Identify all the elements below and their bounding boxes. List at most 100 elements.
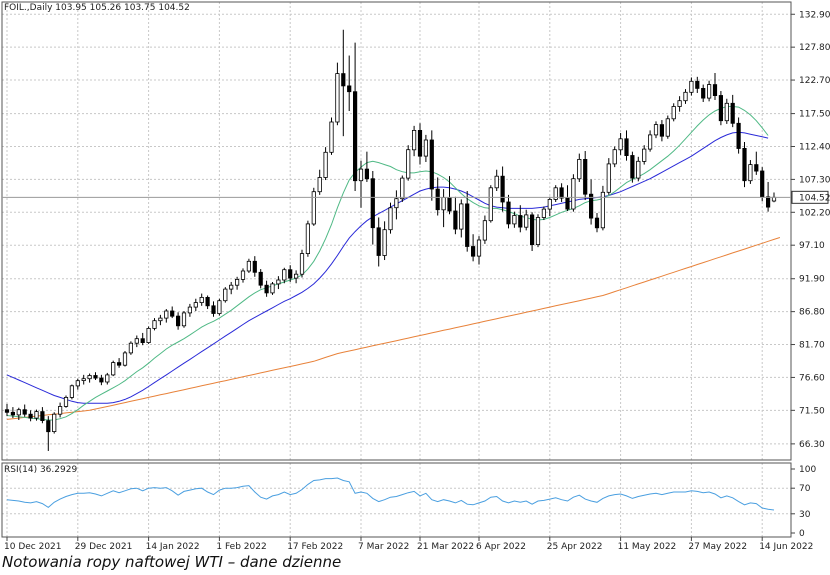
candle-body-down [730, 102, 735, 124]
candle-body-up [671, 106, 676, 120]
price-axis: 132.90 127.80 122.70 117.50 112.40 107.30 102.… [791, 10, 830, 450]
caption: Notowania ropy naftowej WTI – dane dzien… [2, 553, 342, 571]
candle [28, 410, 33, 422]
date-tick-label: 14 Jun 2022 [759, 542, 813, 552]
date-tick-label: 27 May 2022 [688, 542, 747, 552]
rsi-tick-label: 70 [799, 484, 811, 494]
candle [10, 407, 15, 419]
candle-body-up [52, 413, 57, 433]
current-price-label: 104.52 [799, 193, 830, 203]
ma-mid-line [6, 131, 769, 404]
rsi-axis: 100 70 30 0 [791, 465, 816, 539]
candle-body-up [665, 118, 670, 137]
candle [465, 191, 470, 252]
candle [482, 215, 488, 244]
candle [111, 360, 116, 377]
candle-body-up [69, 385, 74, 398]
candle [742, 141, 747, 188]
candle [52, 412, 57, 434]
candle-body-up [329, 121, 334, 153]
candle [589, 179, 594, 225]
rsi-tick-label: 30 [799, 510, 811, 520]
candle [288, 265, 293, 282]
candle-body-up [146, 327, 151, 343]
candle [594, 212, 600, 233]
candle-body-down [559, 187, 564, 199]
candle-body-up [459, 203, 464, 230]
candle [364, 151, 370, 182]
candle-body-down [718, 95, 724, 122]
candle [712, 72, 718, 101]
candle-body-up [358, 168, 364, 182]
candle-body-down [352, 91, 358, 182]
candle [476, 236, 482, 265]
candle [122, 350, 128, 367]
candle [229, 281, 234, 295]
candle [258, 269, 263, 289]
price-tick-label: 71.50 [799, 406, 825, 416]
candle [99, 374, 104, 386]
candle-body-up [748, 164, 753, 182]
candle-body-down [754, 164, 759, 172]
candle [494, 169, 499, 192]
candle-body-up [388, 207, 393, 231]
moving-average-lines [6, 106, 781, 421]
candle-body-up [382, 229, 387, 256]
price-tick-label: 91.90 [799, 275, 825, 285]
candle-body-down [40, 411, 45, 422]
candle-body-up [612, 149, 617, 165]
candle-body-up [541, 208, 547, 218]
date-tick-label: 6 Apr 2022 [476, 542, 526, 552]
candle-body-down [341, 73, 346, 87]
candle [553, 185, 558, 202]
candle [547, 196, 552, 217]
candle [181, 310, 187, 328]
candle [559, 183, 564, 202]
rsi-header: RSI(14) 36.2929 [4, 465, 77, 475]
candle-body-up [276, 279, 281, 285]
candle-body-up [335, 73, 340, 123]
candle-body-up [305, 223, 311, 254]
candle-body-down [630, 155, 635, 179]
candle-body-down [205, 296, 210, 307]
candle [81, 374, 86, 385]
candle [541, 206, 547, 221]
rsi-gridlines [2, 463, 791, 537]
candle [223, 287, 228, 303]
candle [760, 167, 765, 202]
candle [766, 181, 771, 212]
candle [677, 96, 682, 112]
candle [630, 151, 635, 183]
candle-body-down [453, 210, 458, 230]
candle [358, 160, 364, 208]
candle-body-down [589, 193, 594, 219]
candle [311, 187, 316, 226]
candle [199, 293, 204, 306]
candle-body-up [571, 178, 576, 210]
candle-body-up [677, 100, 682, 107]
candle-body-down [565, 197, 570, 210]
candle-body-up [317, 177, 322, 193]
candle [40, 407, 45, 424]
candle-body-down [465, 203, 470, 247]
candle-body-down [170, 310, 175, 317]
candle [370, 171, 375, 245]
candle [205, 295, 210, 310]
date-tick-label: 17 Feb 2022 [287, 542, 343, 552]
candle-body-up [193, 302, 198, 308]
candle-body-up [234, 278, 240, 286]
candle-body-down [28, 413, 33, 419]
date-tick-label: 21 Mar 2022 [417, 542, 474, 552]
candle [417, 123, 423, 165]
candle [87, 373, 92, 383]
candle-body-up [600, 191, 606, 229]
candle-body-up [400, 177, 405, 200]
candle-body-up [229, 284, 234, 290]
chart-frame [1, 1, 792, 538]
candle-body-up [642, 148, 647, 162]
candle [252, 256, 257, 277]
candle-body-up [299, 253, 305, 275]
candle [22, 404, 27, 417]
candle-body-down [624, 138, 629, 157]
